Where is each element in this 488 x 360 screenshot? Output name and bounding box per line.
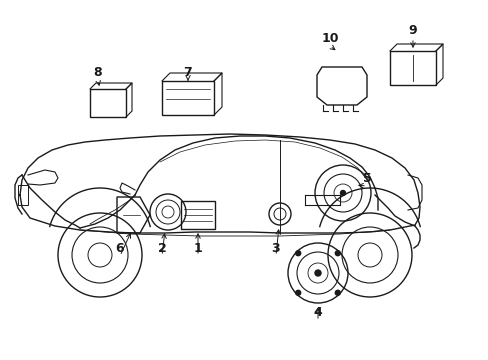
Text: 3: 3 (271, 242, 280, 255)
Text: 9: 9 (408, 23, 416, 36)
Circle shape (314, 270, 320, 276)
Text: 6: 6 (116, 242, 124, 255)
Bar (181, 201, 215, 229)
Text: 2: 2 (157, 242, 166, 255)
Circle shape (295, 290, 300, 295)
Bar (389, 51, 435, 85)
Text: 7: 7 (183, 66, 192, 78)
Text: 10: 10 (321, 31, 338, 45)
Circle shape (340, 190, 345, 195)
Text: 5: 5 (362, 171, 370, 184)
Text: 8: 8 (94, 66, 102, 78)
Bar (90, 89, 126, 117)
Circle shape (335, 251, 340, 256)
Circle shape (295, 251, 300, 256)
Text: 4: 4 (313, 306, 322, 320)
Text: 1: 1 (193, 242, 202, 255)
Circle shape (335, 290, 340, 295)
Bar (162, 81, 214, 115)
